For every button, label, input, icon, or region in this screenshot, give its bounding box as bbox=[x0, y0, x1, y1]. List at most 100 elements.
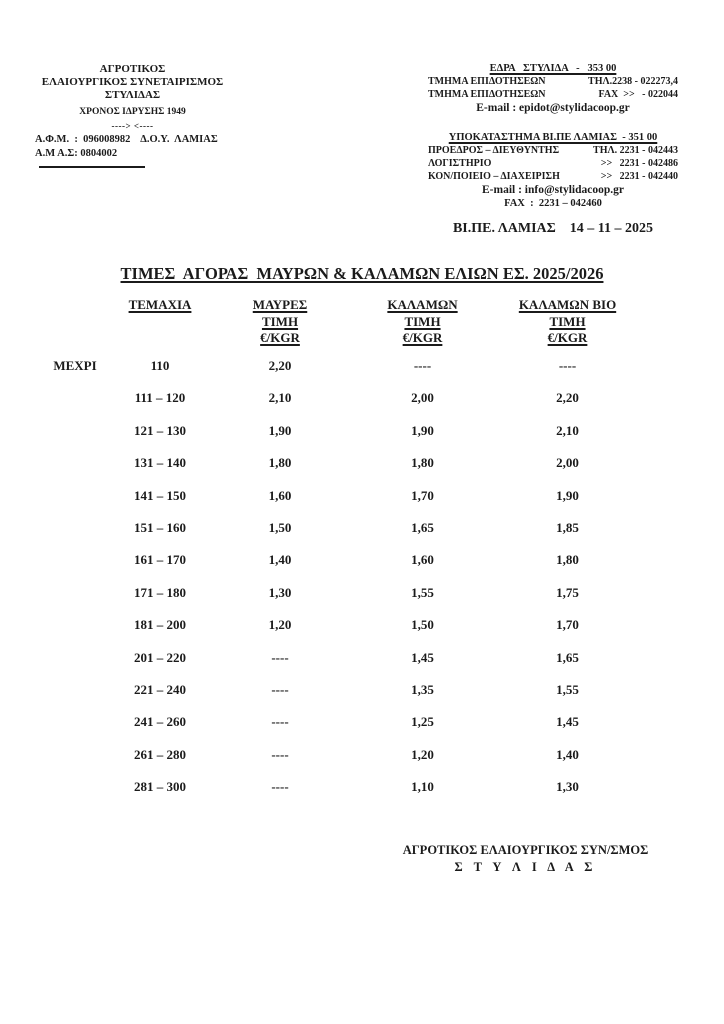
arrows-decoration: ----> <---- bbox=[111, 121, 154, 131]
cell-prefix: ΜΕΧΡΙ bbox=[53, 358, 97, 373]
cell-kalamon-price: 1,20 bbox=[411, 746, 434, 762]
table-row: 281 – 300 ---- 1,10 1,30 bbox=[40, 779, 640, 811]
table-row: 121 – 130 1,90 1,90 2,10 bbox=[40, 423, 640, 455]
cell-kalamon-price: 1,45 bbox=[411, 649, 434, 665]
hq-fax-line: ΤΜΗΜΑ ΕΠΙΔΟΤΗΣΕΩΝ FAX >> - 022044 bbox=[428, 88, 678, 101]
hq-phone-line: ΤΜΗΜΑ ΕΠΙΔΟΤΗΣΕΩΝ ΤΗΛ.2238 - 022273,4 bbox=[428, 75, 678, 88]
branch-director-label: ΠΡΟΕΔΡΟΣ – ΔΙΕΥΘΥΝΤΗΣ bbox=[428, 145, 560, 156]
org-name-line2: ΕΛΑΙΟΥΡΓΙΚΟΣ ΣΥΝΕΤΑΙΡΙΣΜΟΣ bbox=[41, 76, 224, 88]
table-row: 161 – 170 1,40 1,60 1,80 bbox=[40, 552, 640, 584]
cell-mavres-price: 1,30 bbox=[268, 584, 292, 600]
cell-kalamon-price: 2,00 bbox=[411, 390, 434, 406]
hq-email: E-mail : epidot@stylidacoop.gr bbox=[476, 102, 630, 114]
cell-mavres-price: 1,60 bbox=[268, 487, 292, 503]
column-header-kalamon-bio-label: ΚΑΛΑΜΩΝ ΒΙΟ bbox=[518, 297, 617, 312]
cell-kalamon-price: 1,10 bbox=[411, 779, 434, 795]
signature-place: Σ Τ Υ Λ Ι Δ Α Σ bbox=[454, 860, 597, 874]
cell-kalamon-price: 1,55 bbox=[411, 584, 434, 600]
cell-mavres-price: 2,20 bbox=[268, 358, 292, 373]
column-header-mavres: ΜΑΥΡΕΣ ΤΙΜΗ €/KGR bbox=[210, 297, 350, 347]
branch-accounting-value: >> 2231 - 042486 bbox=[600, 158, 678, 169]
header-spacer-cell bbox=[40, 297, 110, 347]
cell-kalamon-price: 1,70 bbox=[411, 487, 434, 503]
table-row: 131 – 140 1,80 1,80 2,00 bbox=[40, 455, 640, 487]
column-header-kalamon: ΚΑΛΑΜΩΝ ΤΙΜΗ €/KGR bbox=[350, 297, 495, 347]
cell-kalamon-bio-price: 1,75 bbox=[556, 584, 579, 600]
cell-mavres-price: 1,90 bbox=[268, 422, 292, 438]
cell-kalamon-bio-price: 1,90 bbox=[556, 487, 579, 503]
tax-id-line: Α.Φ.Μ. : 096008982 Δ.Ο.Υ. ΛΑΜΙΑΣ bbox=[35, 134, 218, 145]
cell-pieces-range: 181 – 200 bbox=[134, 617, 186, 633]
cell-pieces-range: 131 – 140 bbox=[134, 455, 186, 471]
cell-pieces-range: 141 – 150 bbox=[134, 487, 186, 503]
cell-pieces-range: 110 bbox=[150, 358, 170, 373]
cell-mavres-price: 1,50 bbox=[268, 519, 292, 535]
price-table-body: ΜΕΧΡΙ 110 2,20 ---- ---- 111 – 120 2,10 … bbox=[40, 358, 640, 811]
hq-fax-label: ΤΜΗΜΑ ΕΠΙΔΟΤΗΣΕΩΝ bbox=[428, 89, 546, 100]
registry-line: Α.Μ Α.Σ: 0804002 bbox=[35, 148, 118, 159]
hq-address-title: ΕΔΡΑ ΣΤΥΛΙΔΑ - 353 00 bbox=[489, 63, 617, 74]
cell-mavres-price: ---- bbox=[271, 649, 289, 665]
cell-pieces-range: 111 – 120 bbox=[134, 390, 186, 406]
cell-kalamon-bio-price: 1,45 bbox=[556, 714, 579, 730]
cell-kalamon-bio-price: 1,65 bbox=[556, 649, 579, 665]
cell-kalamon-price: 1,35 bbox=[411, 681, 434, 697]
cell-kalamon-bio-price: 1,70 bbox=[556, 617, 579, 633]
cell-pieces-range: 261 – 280 bbox=[134, 746, 186, 762]
page-title-text: ΤΙΜΕΣ ΑΓΟΡΑΣ ΜΑΥΡΩΝ & ΚΑΛΑΜΩΝ ΕΛΙΩΝ ΕΣ. … bbox=[120, 264, 604, 283]
cell-kalamon-bio-price: 1,30 bbox=[556, 779, 579, 795]
cell-kalamon-price: 1,60 bbox=[411, 552, 434, 568]
branch-accounting-line: ΛΟΓΙΣΤΗΡΙΟ >> 2231 - 042486 bbox=[428, 157, 678, 170]
letterhead-left: ΑΓΡΟΤΙΚΟΣ ΕΛΑΙΟΥΡΓΙΚΟΣ ΣΥΝΕΤΑΙΡΙΣΜΟΣ ΣΤΥ… bbox=[35, 63, 230, 160]
cell-kalamon-bio-price: 2,20 bbox=[556, 390, 579, 406]
table-row: 221 – 240 ---- 1,35 1,55 bbox=[40, 682, 640, 714]
branch-fax: FAX : 2231 – 042460 bbox=[504, 198, 602, 209]
cell-pieces-range: 151 – 160 bbox=[134, 519, 186, 535]
cell-kalamon-price: ---- bbox=[413, 358, 432, 373]
hq-fax-value: FAX >> - 022044 bbox=[598, 89, 678, 100]
cell-pieces-range: 161 – 170 bbox=[134, 552, 186, 568]
cell-kalamon-price: 1,65 bbox=[411, 519, 434, 535]
signature-block: ΑΓΡΟΤΙΚΟΣ ΕΛΑΙΟΥΡΓΙΚΟΣ ΣΥΝ/ΣΜΟΣ Σ Τ Υ Λ … bbox=[383, 842, 668, 876]
letterhead-right: ΕΔΡΑ ΣΤΥΛΙΔΑ - 353 00 ΤΜΗΜΑ ΕΠΙΔΟΤΗΣΕΩΝ … bbox=[428, 62, 678, 210]
table-row: 111 – 120 2,10 2,00 2,20 bbox=[40, 390, 640, 422]
founding-year: ΧΡΟΝΟΣ ΙΔΡΥΣΗΣ 1949 bbox=[79, 107, 186, 117]
table-row: 241 – 260 ---- 1,25 1,45 bbox=[40, 714, 640, 746]
column-header-pieces: ΤΕΜΑΧΙΑ bbox=[110, 297, 210, 347]
hq-phone-label: ΤΜΗΜΑ ΕΠΙΔΟΤΗΣΕΩΝ bbox=[428, 76, 546, 87]
branch-management-label: ΚΟΝ/ΠΟΙΕΙΟ – ΔΙΑΧΕΙΡΙΣΗ bbox=[428, 171, 560, 182]
cell-mavres-price: 1,20 bbox=[268, 617, 292, 633]
cell-kalamon-bio-price: 2,10 bbox=[556, 422, 579, 438]
table-row: 171 – 180 1,30 1,55 1,75 bbox=[40, 585, 640, 617]
price-table-header: ΤΕΜΑΧΙΑ ΜΑΥΡΕΣ ΤΙΜΗ €/KGR ΚΑΛΑΜΩΝ ΤΙΜΗ €… bbox=[40, 297, 640, 347]
spacer bbox=[428, 115, 678, 131]
org-name-line1: ΑΓΡΟΤΙΚΟΣ bbox=[99, 63, 166, 75]
cell-kalamon-bio-price: 1,55 bbox=[556, 681, 579, 697]
branch-address-title: ΥΠΟΚΑΤΑΣΤΗΜΑ ΒΙ.ΠΕ ΛΑΜΙΑΣ - 351 00 bbox=[448, 132, 658, 143]
cell-pieces-range: 221 – 240 bbox=[134, 681, 186, 697]
cell-kalamon-bio-price: ---- bbox=[558, 358, 577, 373]
table-row: 151 – 160 1,50 1,65 1,85 bbox=[40, 520, 640, 552]
column-header-kalamon-bio-price: ΤΙΜΗ bbox=[549, 313, 586, 329]
cell-pieces-range: 121 – 130 bbox=[134, 422, 186, 438]
page-title: ΤΙΜΕΣ ΑΓΟΡΑΣ ΜΑΥΡΩΝ & ΚΑΛΑΜΩΝ ΕΛΙΩΝ ΕΣ. … bbox=[62, 264, 662, 284]
table-row: 141 – 150 1,60 1,70 1,90 bbox=[40, 488, 640, 520]
branch-director-value: ΤΗΛ. 2231 - 042443 bbox=[593, 145, 678, 156]
branch-management-line: ΚΟΝ/ΠΟΙΕΙΟ – ΔΙΑΧΕΙΡΙΣΗ >> 2231 - 042440 bbox=[428, 170, 678, 183]
cell-kalamon-bio-price: 2,00 bbox=[556, 455, 579, 471]
branch-management-value: >> 2231 - 042440 bbox=[600, 171, 678, 182]
horizontal-rule bbox=[39, 166, 145, 168]
cell-mavres-price: ---- bbox=[271, 714, 289, 730]
cell-kalamon-price: 1,80 bbox=[411, 455, 434, 471]
signature-org: ΑΓΡΟΤΙΚΟΣ ΕΛΑΙΟΥΡΓΙΚΟΣ ΣΥΝ/ΣΜΟΣ bbox=[402, 843, 649, 857]
cell-mavres-price: 1,40 bbox=[268, 552, 292, 568]
branch-email: E-mail : info@stylidacoop.gr bbox=[482, 184, 624, 196]
table-row: ΜΕΧΡΙ 110 2,20 ---- ---- bbox=[40, 358, 640, 390]
place-date-line: ΒΙ.ΠΕ. ΛΑΜΙΑΣ 14 – 11 – 2025 bbox=[452, 221, 654, 236]
column-header-kalamon-label: ΚΑΛΑΜΩΝ bbox=[387, 297, 458, 312]
cell-mavres-price: ---- bbox=[271, 779, 289, 795]
column-header-kalamon-unit: €/KGR bbox=[402, 330, 443, 345]
cell-kalamon-price: 1,25 bbox=[411, 714, 434, 730]
table-row: 261 – 280 ---- 1,20 1,40 bbox=[40, 747, 640, 779]
